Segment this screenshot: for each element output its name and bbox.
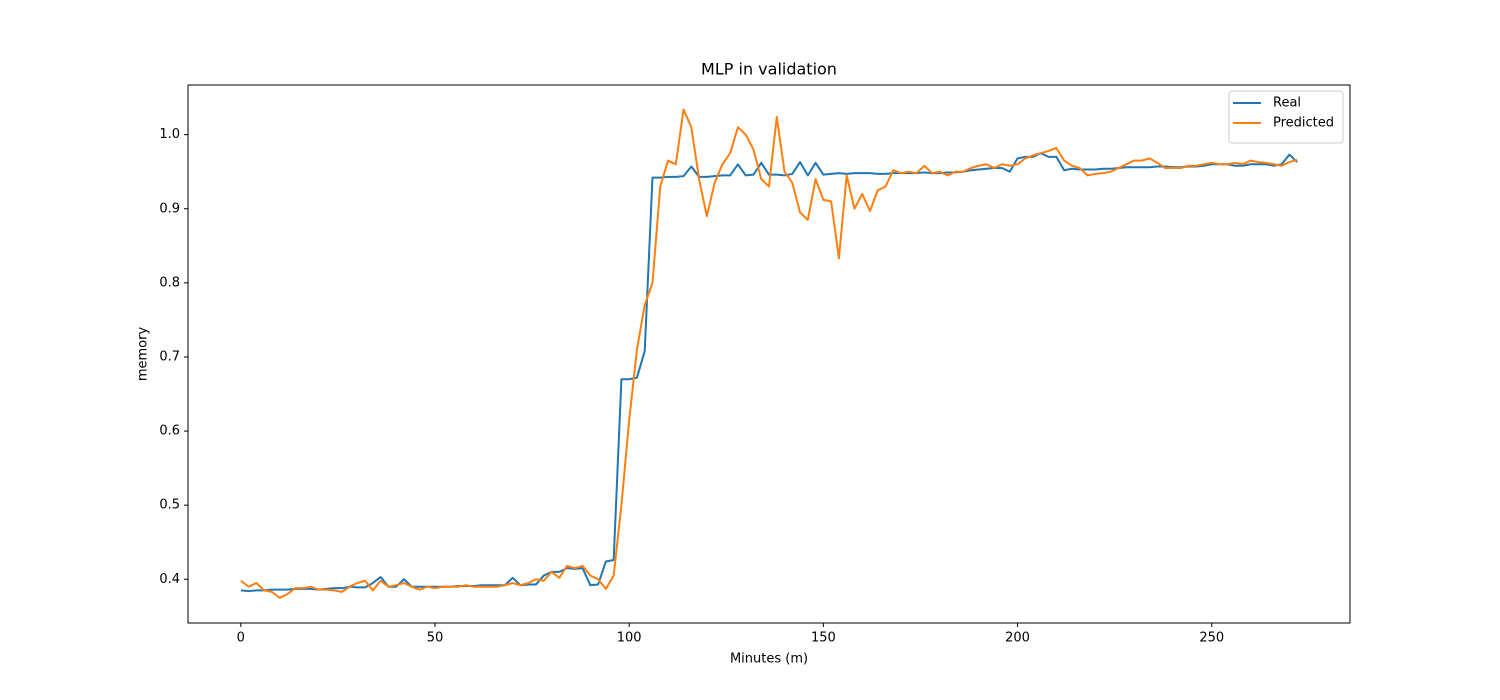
- y-tick-label: 0.5: [159, 498, 180, 513]
- legend-label: Predicted: [1273, 116, 1334, 131]
- series-line: [240, 108, 1298, 599]
- x-tick-label: 250: [1199, 631, 1224, 646]
- plot-frame: [187, 84, 1351, 624]
- y-tick-label: 1.0: [159, 127, 180, 142]
- y-tick-label: 0.4: [159, 572, 180, 587]
- y-tick-label: 0.6: [159, 424, 180, 439]
- y-tick-label: 0.8: [159, 275, 180, 290]
- y-tick-label: 0.7: [159, 349, 180, 364]
- y-tick-label: 0.9: [159, 201, 180, 216]
- legend-label: Real: [1273, 96, 1301, 111]
- x-axis-label: Minutes (m): [730, 652, 808, 667]
- x-tick-label: 150: [811, 631, 836, 646]
- x-tick-label: 0: [237, 631, 245, 646]
- y-axis-label: memory: [136, 327, 151, 382]
- x-tick-label: 200: [1005, 631, 1030, 646]
- x-tick-label: 50: [427, 631, 444, 646]
- x-tick-label: 100: [617, 631, 642, 646]
- chart-title: MLP in validation: [701, 60, 837, 79]
